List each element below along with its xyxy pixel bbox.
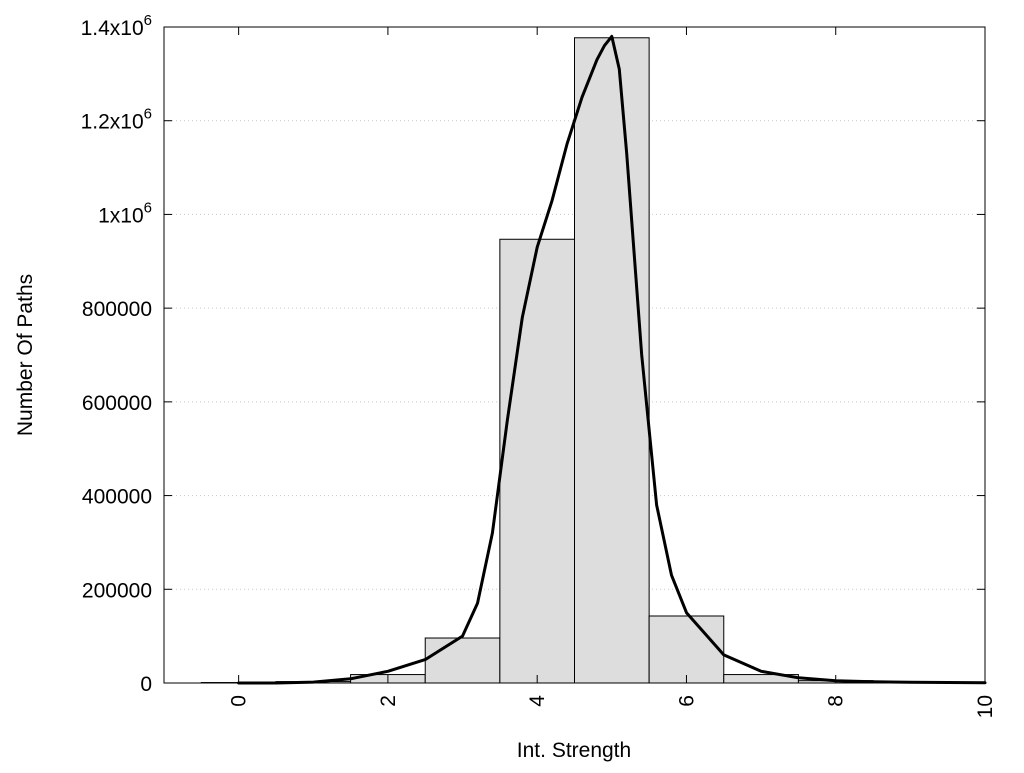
y-tick-label: 800000 (82, 298, 152, 321)
y-tick-label: 600000 (82, 392, 152, 415)
y-tick-label: 200000 (82, 579, 152, 602)
x-tick-label: 2 (377, 695, 400, 707)
y-tick-label-exponent: 6 (144, 199, 152, 216)
x-tick-label: 0 (228, 695, 251, 707)
y-tick-label: 1.4x106 (81, 12, 152, 40)
y-tick-label-base: 1.2x10 (81, 111, 144, 134)
y-tick-label-base: 1x10 (98, 204, 144, 227)
x-tick-label: 4 (526, 695, 549, 707)
x-tick-label: 10 (974, 695, 997, 718)
y-tick-label: 1.2x106 (81, 106, 152, 134)
y-tick-label: 1x106 (98, 199, 152, 227)
histogram-bar (649, 616, 724, 683)
histogram-bar (500, 239, 575, 683)
y-tick-label: 0 (140, 673, 152, 696)
y-axis-title: Number Of Paths (14, 274, 37, 436)
histogram-bars (201, 38, 947, 683)
y-tick-label: 400000 (82, 486, 152, 509)
histogram-bar (425, 638, 500, 683)
y-tick-label-exponent: 6 (144, 106, 152, 123)
x-tick-label: 6 (675, 695, 698, 707)
x-tick-label: 8 (825, 695, 848, 707)
histogram-bar (575, 38, 650, 683)
y-tick-label-exponent: 6 (144, 12, 152, 29)
y-tick-label-base: 1.4x10 (81, 17, 144, 40)
x-axis-title: Int. Strength (517, 739, 631, 762)
